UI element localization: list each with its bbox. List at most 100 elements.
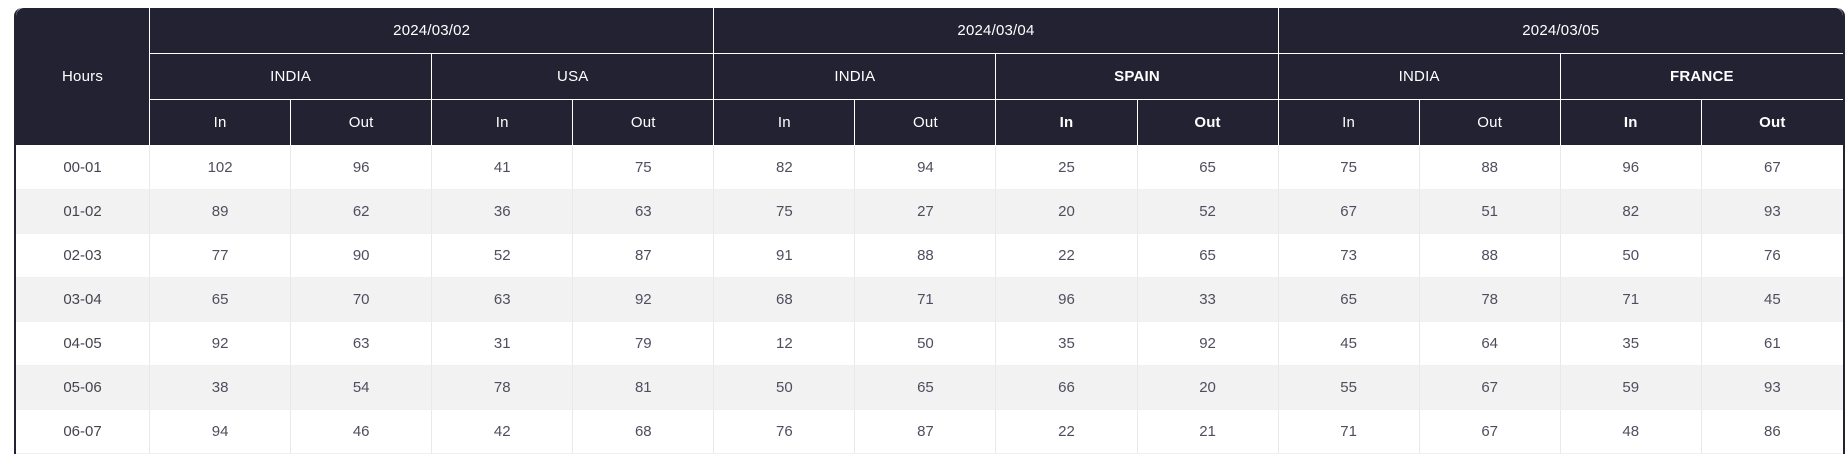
value-cell: 61	[1701, 322, 1843, 366]
value-cell: 77	[150, 234, 292, 278]
value-cell: 88	[1419, 234, 1561, 278]
value-cell: 92	[1137, 322, 1279, 366]
value-cell: 70	[291, 278, 433, 322]
table-row: 03-04 65 70 63 92 68 71 96 33 65 78 71 45	[16, 278, 1843, 322]
value-cell: 94	[855, 146, 997, 190]
value-cell: 66	[996, 366, 1138, 410]
value-cell: 38	[150, 366, 292, 410]
value-cell: 76	[714, 410, 856, 454]
in-header: In	[432, 100, 574, 146]
value-cell: 82	[714, 146, 856, 190]
hours-cell: 03-04	[16, 278, 151, 322]
value-cell: 50	[855, 322, 997, 366]
value-cell: 22	[996, 410, 1138, 454]
hours-cell: 02-03	[16, 234, 151, 278]
value-cell: 96	[1560, 146, 1702, 190]
table-row: 01-02 89 62 36 63 75 27 20 52 67 51 82 93	[16, 190, 1843, 234]
country-header-france: FRANCE	[1560, 54, 1843, 100]
value-cell: 65	[150, 278, 292, 322]
value-cell: 93	[1701, 190, 1843, 234]
hours-cell: 06-07	[16, 410, 151, 454]
value-cell: 67	[1419, 410, 1561, 454]
value-cell: 22	[996, 234, 1138, 278]
date-header-2024-03-02: 2024/03/02	[150, 8, 715, 54]
value-cell: 65	[1137, 146, 1279, 190]
value-cell: 46	[291, 410, 433, 454]
value-cell: 41	[432, 146, 574, 190]
table-row: 04-05 92 63 31 79 12 50 35 92 45 64 35 61	[16, 322, 1843, 366]
value-cell: 67	[1419, 366, 1561, 410]
value-cell: 86	[1701, 410, 1843, 454]
hours-cell: 01-02	[16, 190, 151, 234]
value-cell: 50	[714, 366, 856, 410]
header-row-inout: In Out In Out In Out In Out In Out In Ou…	[16, 100, 1843, 146]
value-cell: 96	[291, 146, 433, 190]
value-cell: 88	[855, 234, 997, 278]
value-cell: 96	[996, 278, 1138, 322]
value-cell: 52	[1137, 190, 1279, 234]
out-header: Out	[573, 100, 715, 146]
value-cell: 71	[1278, 410, 1420, 454]
value-cell: 51	[1419, 190, 1561, 234]
value-cell: 71	[855, 278, 997, 322]
value-cell: 65	[855, 366, 997, 410]
country-header-india-1: INDIA	[150, 54, 433, 100]
value-cell: 20	[996, 190, 1138, 234]
value-cell: 78	[1419, 278, 1561, 322]
value-cell: 65	[1278, 278, 1420, 322]
value-cell: 87	[855, 410, 997, 454]
value-cell: 63	[432, 278, 574, 322]
value-cell: 20	[1137, 366, 1279, 410]
in-header: In	[996, 100, 1138, 146]
value-cell: 54	[291, 366, 433, 410]
value-cell: 92	[573, 278, 715, 322]
date-header-2024-03-04: 2024/03/04	[714, 8, 1279, 54]
value-cell: 12	[714, 322, 856, 366]
value-cell: 45	[1701, 278, 1843, 322]
value-cell: 75	[1278, 146, 1420, 190]
value-cell: 35	[1560, 322, 1702, 366]
table-row: 05-06 38 54 78 81 50 65 66 20 55 67 59 93	[16, 366, 1843, 410]
in-header: In	[714, 100, 856, 146]
value-cell: 33	[1137, 278, 1279, 322]
value-cell: 31	[432, 322, 574, 366]
country-header-usa: USA	[432, 54, 715, 100]
value-cell: 63	[573, 190, 715, 234]
country-header-spain: SPAIN	[996, 54, 1279, 100]
value-cell: 52	[432, 234, 574, 278]
value-cell: 81	[573, 366, 715, 410]
table-header: Hours 2024/03/02 2024/03/04 2024/03/05 I…	[16, 8, 1843, 146]
value-cell: 55	[1278, 366, 1420, 410]
value-cell: 87	[573, 234, 715, 278]
value-cell: 25	[996, 146, 1138, 190]
value-cell: 59	[1560, 366, 1702, 410]
value-cell: 64	[1419, 322, 1561, 366]
value-cell: 94	[150, 410, 292, 454]
value-cell: 79	[573, 322, 715, 366]
out-header: Out	[1419, 100, 1561, 146]
out-header: Out	[1137, 100, 1279, 146]
value-cell: 89	[150, 190, 292, 234]
value-cell: 88	[1419, 146, 1561, 190]
value-cell: 75	[714, 190, 856, 234]
value-cell: 35	[996, 322, 1138, 366]
value-cell: 50	[1560, 234, 1702, 278]
value-cell: 90	[291, 234, 433, 278]
header-row-dates: Hours 2024/03/02 2024/03/04 2024/03/05	[16, 8, 1843, 146]
in-header: In	[1278, 100, 1420, 146]
value-cell: 67	[1278, 190, 1420, 234]
value-cell: 45	[1278, 322, 1420, 366]
country-header-india-2: INDIA	[714, 54, 997, 100]
date-header-2024-03-05: 2024/03/05	[1278, 8, 1843, 54]
table-row: 06-07 94 46 42 68 76 87 22 21 71 67 48 86	[16, 410, 1843, 454]
value-cell: 48	[1560, 410, 1702, 454]
value-cell: 76	[1701, 234, 1843, 278]
attendance-table: Hours 2024/03/02 2024/03/04 2024/03/05 I…	[16, 8, 1843, 454]
table-row: 02-03 77 90 52 87 91 88 22 65 73 88 50 76	[16, 234, 1843, 278]
in-header: In	[150, 100, 292, 146]
value-cell: 78	[432, 366, 574, 410]
value-cell: 36	[432, 190, 574, 234]
country-header-india-3: INDIA	[1278, 54, 1561, 100]
hours-cell: 00-01	[16, 146, 151, 190]
hours-column-header: Hours	[16, 8, 151, 146]
